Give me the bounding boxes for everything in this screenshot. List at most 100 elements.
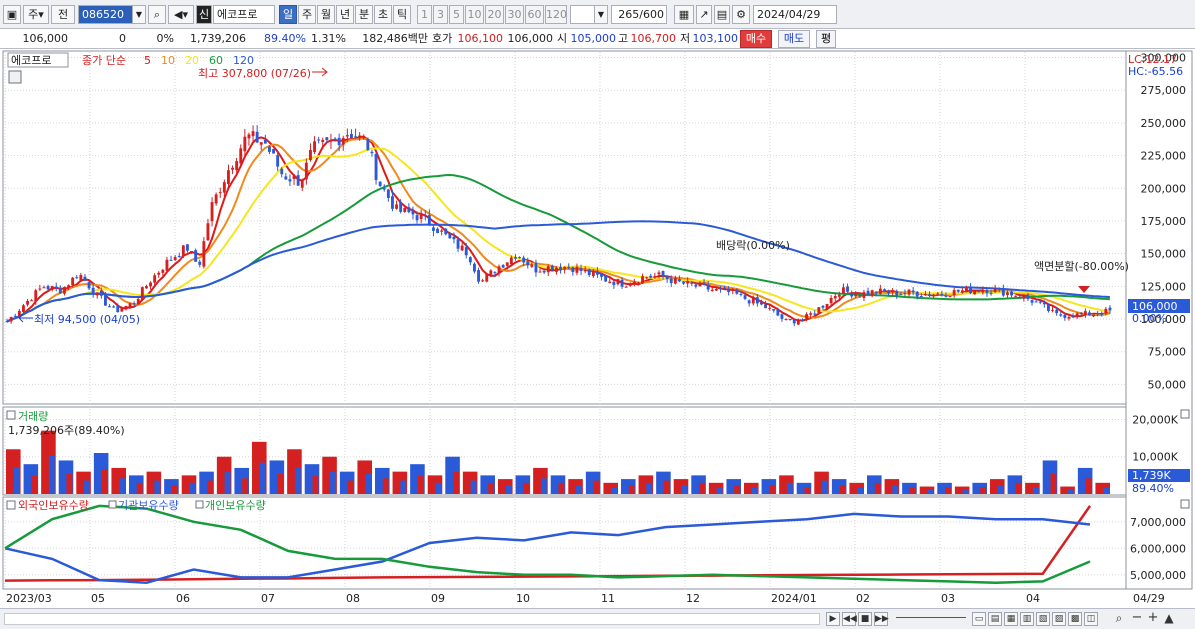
- flat-button[interactable]: 평: [816, 30, 836, 48]
- date-field[interactable]: 2024/04/29: [753, 5, 837, 24]
- candle-body: [915, 291, 919, 297]
- period-tab-0[interactable]: 일: [279, 5, 297, 24]
- period-tab-2[interactable]: 월: [317, 5, 335, 24]
- interval-button-3[interactable]: 10: [465, 5, 484, 24]
- buy-button[interactable]: 매수: [740, 30, 772, 48]
- draw-icon[interactable]: ↗: [696, 5, 712, 24]
- stock-code-text: 086520: [82, 8, 124, 21]
- code-dropdown-icon[interactable]: ▼: [132, 5, 146, 24]
- stop-icon[interactable]: ■: [858, 612, 872, 626]
- candle-body: [132, 303, 136, 305]
- interval-dropdown-icon[interactable]: ▼: [594, 5, 608, 24]
- period-tab-4[interactable]: 분: [355, 5, 373, 24]
- interval-button-6[interactable]: 60: [525, 5, 544, 24]
- candle-body: [99, 290, 103, 296]
- price-panel-name-box[interactable]: [7, 52, 69, 68]
- candle-body: [210, 202, 214, 222]
- candle-body: [801, 319, 804, 321]
- candle-body: [616, 279, 620, 285]
- type-dropdown[interactable]: 주▾: [23, 5, 49, 24]
- chart-type-icon[interactable]: ▦: [674, 5, 694, 24]
- period-tab-5[interactable]: 초: [374, 5, 392, 24]
- view-icon-8[interactable]: ◫: [1084, 612, 1098, 626]
- search-icon[interactable]: ⌕: [148, 5, 166, 24]
- ma-line-120: [6, 220, 1110, 323]
- candle-body: [173, 257, 177, 261]
- zoom-in-icon[interactable]: +: [1147, 610, 1159, 625]
- candle-body: [751, 298, 755, 304]
- gear-icon[interactable]: ⚙: [732, 5, 750, 24]
- candle-body: [903, 292, 907, 294]
- hc-label: HC:-65.56: [1128, 65, 1183, 78]
- candle-body: [42, 287, 46, 289]
- window-menu-icon[interactable]: ▣: [3, 5, 21, 24]
- interval-button-7[interactable]: 120: [545, 5, 567, 24]
- interval-button-4[interactable]: 20: [485, 5, 504, 24]
- candle-body: [411, 210, 415, 215]
- ma-legend-item: 60: [209, 54, 223, 67]
- candle-body: [649, 275, 653, 278]
- count-field[interactable]: 265/600: [611, 5, 667, 24]
- interval-button-5[interactable]: 30: [505, 5, 524, 24]
- candle-body: [965, 287, 968, 292]
- candle-body: [731, 289, 735, 291]
- stock-code-input[interactable]: 086520: [78, 5, 146, 24]
- candle-body: [620, 279, 624, 287]
- interval-button-1[interactable]: 3: [433, 5, 448, 24]
- view-icon-7[interactable]: ▩: [1068, 612, 1082, 626]
- view-icon-2[interactable]: ▤: [988, 612, 1002, 626]
- interval-button-2[interactable]: 5: [449, 5, 464, 24]
- scroll-right-icon[interactable]: ▶: [826, 612, 840, 626]
- candle-body: [313, 141, 316, 152]
- candle-body: [104, 295, 107, 306]
- holding-tick: 7,000,000: [1130, 516, 1186, 529]
- volume-bar: [540, 478, 547, 494]
- volume-bar: [1025, 482, 1040, 494]
- view-icon-1[interactable]: ▭: [972, 612, 986, 626]
- period-tab-3[interactable]: 년: [336, 5, 354, 24]
- scroll-last-icon[interactable]: ▶▶: [874, 612, 889, 626]
- zoom-slider[interactable]: [896, 617, 966, 621]
- prev-button[interactable]: 전: [51, 5, 75, 24]
- candle-body: [1059, 314, 1063, 316]
- scroll-up-icon[interactable]: ▲: [1164, 611, 1174, 625]
- grid-toggle-icon[interactable]: [8, 70, 22, 84]
- sound-icon[interactable]: ◀▾: [168, 5, 194, 24]
- candle-body: [345, 135, 349, 137]
- candle-body: [407, 207, 411, 213]
- candle-body: [501, 265, 505, 268]
- candle-body: [124, 306, 128, 310]
- candle-body: [292, 176, 296, 179]
- interval-button-0[interactable]: 1: [417, 5, 432, 24]
- candle-body: [161, 269, 165, 273]
- zoom-search-icon[interactable]: ⌕: [1115, 611, 1123, 625]
- sell-button[interactable]: 매도: [778, 30, 810, 48]
- zoom-out-icon[interactable]: −: [1131, 610, 1143, 625]
- volume-bar: [822, 480, 828, 494]
- candle-body: [1038, 301, 1042, 303]
- scroll-first-icon[interactable]: ◀◀: [842, 612, 857, 626]
- candle-body: [350, 133, 353, 139]
- candle-body: [165, 259, 169, 271]
- candle-body: [878, 288, 882, 294]
- view-icon-5[interactable]: ▧: [1036, 612, 1050, 626]
- volume-panel-toggle[interactable]: [6, 410, 16, 420]
- holding-panel-toggle[interactable]: [6, 500, 16, 510]
- period-tab-1[interactable]: 주: [298, 5, 316, 24]
- view-icon-3[interactable]: ▦: [1004, 612, 1018, 626]
- candle-body: [116, 305, 120, 313]
- current-price-label: 106,000: [1132, 300, 1178, 313]
- candle-body: [202, 241, 206, 267]
- view-icon-4[interactable]: ▥: [1020, 612, 1034, 626]
- volume-panel-close-icon[interactable]: [1180, 409, 1190, 419]
- chart-area[interactable]: 300,000 275,000 250,000 225,000 200,000 175,0…: [0, 50, 1195, 605]
- view-icon-6[interactable]: ▨: [1052, 612, 1066, 626]
- volume-bar: [874, 482, 881, 494]
- period-tab-6[interactable]: 틱: [393, 5, 411, 24]
- horizontal-scrollbar[interactable]: [4, 613, 820, 625]
- save-icon[interactable]: ▤: [714, 5, 730, 24]
- candle-body: [235, 161, 239, 171]
- volume-bar: [849, 482, 864, 494]
- holding-panel-close-icon[interactable]: [1180, 499, 1190, 509]
- candle-body: [555, 267, 558, 272]
